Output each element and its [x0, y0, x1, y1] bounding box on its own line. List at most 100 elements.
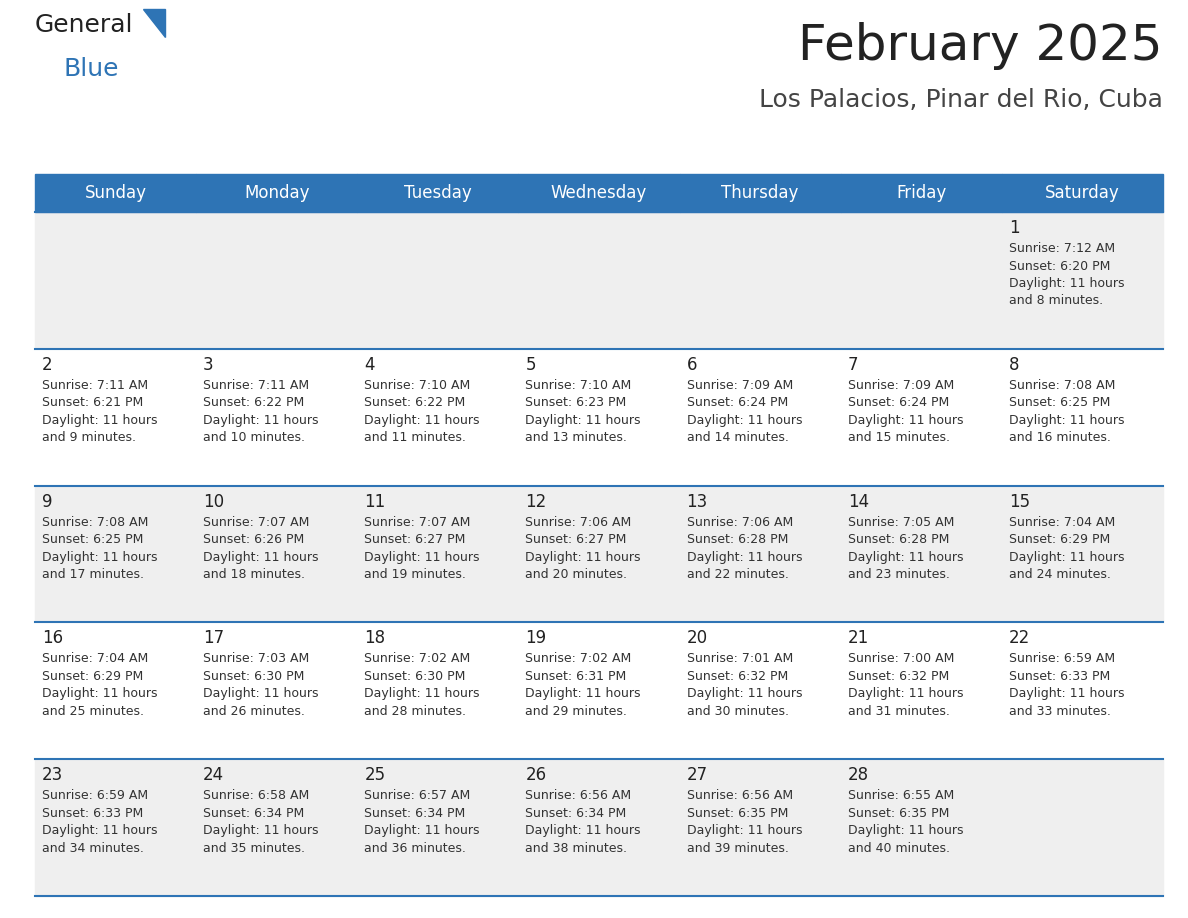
Text: Daylight: 11 hours: Daylight: 11 hours [365, 688, 480, 700]
Text: Daylight: 11 hours: Daylight: 11 hours [365, 414, 480, 427]
Text: Sunset: 6:25 PM: Sunset: 6:25 PM [1009, 397, 1111, 409]
Text: Sunrise: 6:56 AM: Sunrise: 6:56 AM [687, 789, 792, 802]
Text: Sunset: 6:25 PM: Sunset: 6:25 PM [42, 533, 144, 546]
Text: Sunrise: 7:00 AM: Sunrise: 7:00 AM [848, 653, 954, 666]
Bar [34, 212, 1163, 349]
Text: Sunrise: 7:05 AM: Sunrise: 7:05 AM [848, 516, 954, 529]
Text: and 39 minutes.: and 39 minutes. [687, 842, 789, 855]
Text: 13: 13 [687, 493, 708, 510]
Text: and 28 minutes.: and 28 minutes. [365, 705, 466, 718]
Text: Daylight: 11 hours: Daylight: 11 hours [687, 551, 802, 564]
Text: February 2025: February 2025 [798, 22, 1163, 70]
Bar [34, 174, 196, 212]
Text: 21: 21 [848, 630, 868, 647]
Text: Sunset: 6:30 PM: Sunset: 6:30 PM [365, 670, 466, 683]
Text: Sunset: 6:21 PM: Sunset: 6:21 PM [42, 397, 144, 409]
Text: Sunset: 6:28 PM: Sunset: 6:28 PM [687, 533, 788, 546]
Text: Sunrise: 7:12 AM: Sunrise: 7:12 AM [1009, 242, 1116, 255]
Bar [34, 349, 1163, 486]
Text: Sunset: 6:24 PM: Sunset: 6:24 PM [687, 397, 788, 409]
Text: and 25 minutes.: and 25 minutes. [42, 705, 144, 718]
Text: 9: 9 [42, 493, 52, 510]
Text: Sunset: 6:31 PM: Sunset: 6:31 PM [525, 670, 627, 683]
Text: 8: 8 [1009, 356, 1019, 374]
Text: Sunset: 6:34 PM: Sunset: 6:34 PM [203, 807, 304, 820]
Text: and 19 minutes.: and 19 minutes. [365, 568, 466, 581]
Text: Sunset: 6:33 PM: Sunset: 6:33 PM [1009, 670, 1110, 683]
Text: Los Palacios, Pinar del Rio, Cuba: Los Palacios, Pinar del Rio, Cuba [759, 88, 1163, 112]
Text: Thursday: Thursday [721, 184, 798, 202]
Text: 27: 27 [687, 767, 708, 784]
Text: 25: 25 [365, 767, 385, 784]
Text: and 26 minutes.: and 26 minutes. [203, 705, 305, 718]
Text: Daylight: 11 hours: Daylight: 11 hours [42, 551, 158, 564]
Text: Daylight: 11 hours: Daylight: 11 hours [848, 551, 963, 564]
Text: 3: 3 [203, 356, 214, 374]
Text: Sunset: 6:28 PM: Sunset: 6:28 PM [848, 533, 949, 546]
Text: Daylight: 11 hours: Daylight: 11 hours [525, 414, 642, 427]
Text: and 36 minutes.: and 36 minutes. [365, 842, 466, 855]
Text: Daylight: 11 hours: Daylight: 11 hours [203, 414, 318, 427]
Text: 5: 5 [525, 356, 536, 374]
Text: Daylight: 11 hours: Daylight: 11 hours [525, 688, 642, 700]
Text: Sunset: 6:22 PM: Sunset: 6:22 PM [365, 397, 466, 409]
Text: and 8 minutes.: and 8 minutes. [1009, 295, 1102, 308]
Text: Tuesday: Tuesday [404, 184, 472, 202]
Text: Sunset: 6:30 PM: Sunset: 6:30 PM [203, 670, 304, 683]
Text: Sunrise: 7:07 AM: Sunrise: 7:07 AM [365, 516, 470, 529]
Text: 12: 12 [525, 493, 546, 510]
Text: and 22 minutes.: and 22 minutes. [687, 568, 789, 581]
Text: 6: 6 [687, 356, 697, 374]
Text: Daylight: 11 hours: Daylight: 11 hours [42, 824, 158, 837]
Text: Daylight: 11 hours: Daylight: 11 hours [525, 824, 642, 837]
Text: Sunset: 6:35 PM: Sunset: 6:35 PM [848, 807, 949, 820]
Text: Daylight: 11 hours: Daylight: 11 hours [1009, 551, 1124, 564]
Text: and 29 minutes.: and 29 minutes. [525, 705, 627, 718]
Text: Blue: Blue [63, 57, 119, 81]
Bar [680, 174, 841, 212]
Text: and 31 minutes.: and 31 minutes. [848, 705, 949, 718]
Text: and 23 minutes.: and 23 minutes. [848, 568, 949, 581]
Text: Sunrise: 7:10 AM: Sunrise: 7:10 AM [365, 379, 470, 392]
Text: Sunrise: 6:56 AM: Sunrise: 6:56 AM [525, 789, 632, 802]
Text: 18: 18 [365, 630, 385, 647]
Text: Daylight: 11 hours: Daylight: 11 hours [365, 551, 480, 564]
Bar [1001, 174, 1163, 212]
Text: Daylight: 11 hours: Daylight: 11 hours [203, 688, 318, 700]
Text: Sunset: 6:22 PM: Sunset: 6:22 PM [203, 397, 304, 409]
Text: Daylight: 11 hours: Daylight: 11 hours [848, 688, 963, 700]
Text: and 20 minutes.: and 20 minutes. [525, 568, 627, 581]
Text: 11: 11 [365, 493, 386, 510]
Text: Sunrise: 6:59 AM: Sunrise: 6:59 AM [1009, 653, 1116, 666]
Text: Sunrise: 6:57 AM: Sunrise: 6:57 AM [365, 789, 470, 802]
Text: Sunset: 6:34 PM: Sunset: 6:34 PM [365, 807, 466, 820]
Bar [196, 174, 358, 212]
Text: Sunset: 6:23 PM: Sunset: 6:23 PM [525, 397, 627, 409]
Text: Sunrise: 7:06 AM: Sunrise: 7:06 AM [687, 516, 792, 529]
Text: Daylight: 11 hours: Daylight: 11 hours [1009, 277, 1124, 290]
Bar [34, 622, 1163, 759]
Text: Sunrise: 7:08 AM: Sunrise: 7:08 AM [42, 516, 148, 529]
Text: 7: 7 [848, 356, 858, 374]
Text: Daylight: 11 hours: Daylight: 11 hours [1009, 414, 1124, 427]
Text: and 15 minutes.: and 15 minutes. [848, 431, 949, 444]
Text: 28: 28 [848, 767, 868, 784]
Text: 26: 26 [525, 767, 546, 784]
Text: Sunrise: 7:03 AM: Sunrise: 7:03 AM [203, 653, 309, 666]
Text: Sunrise: 7:02 AM: Sunrise: 7:02 AM [525, 653, 632, 666]
Text: Sunset: 6:35 PM: Sunset: 6:35 PM [687, 807, 788, 820]
Text: Monday: Monday [244, 184, 309, 202]
Text: Sunrise: 7:09 AM: Sunrise: 7:09 AM [848, 379, 954, 392]
Text: Sunrise: 7:11 AM: Sunrise: 7:11 AM [203, 379, 309, 392]
Text: Daylight: 11 hours: Daylight: 11 hours [203, 551, 318, 564]
Text: 1: 1 [1009, 219, 1019, 237]
Text: and 17 minutes.: and 17 minutes. [42, 568, 144, 581]
Text: Sunrise: 7:01 AM: Sunrise: 7:01 AM [687, 653, 792, 666]
Text: Daylight: 11 hours: Daylight: 11 hours [365, 824, 480, 837]
Text: Sunset: 6:29 PM: Sunset: 6:29 PM [1009, 533, 1110, 546]
Text: and 24 minutes.: and 24 minutes. [1009, 568, 1111, 581]
Text: and 18 minutes.: and 18 minutes. [203, 568, 305, 581]
Text: 4: 4 [365, 356, 374, 374]
Polygon shape [143, 9, 165, 37]
Text: Daylight: 11 hours: Daylight: 11 hours [203, 824, 318, 837]
